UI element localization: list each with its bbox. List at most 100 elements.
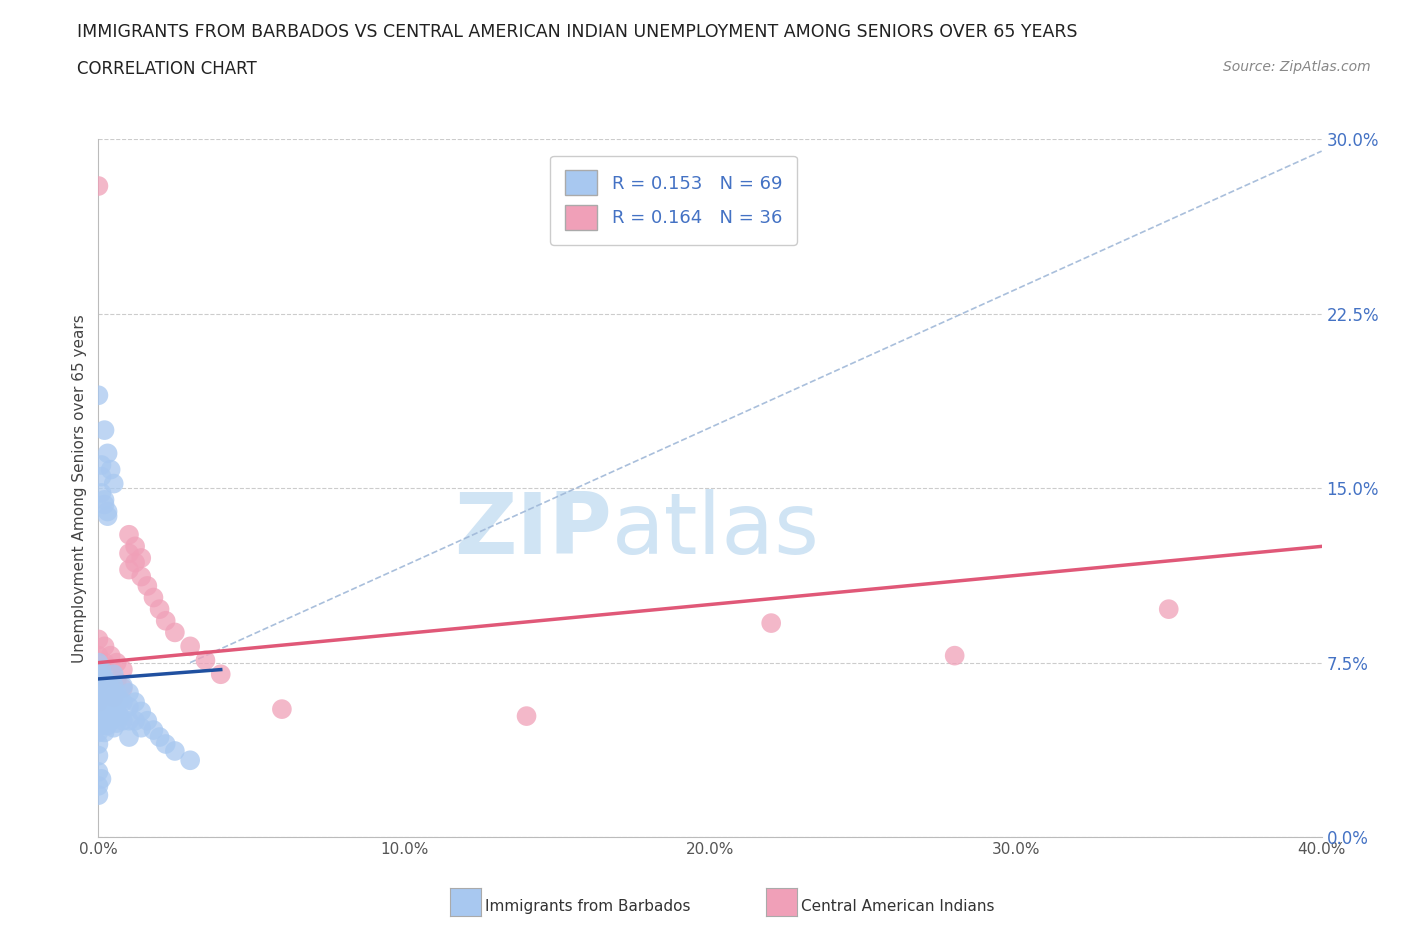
Point bbox=[100, 667, 122, 682]
Point bbox=[97, 445, 120, 460]
Point bbox=[129, 569, 152, 584]
Point bbox=[93, 422, 115, 438]
Point bbox=[87, 679, 110, 694]
Point bbox=[1157, 602, 1180, 617]
Point bbox=[124, 539, 146, 554]
Point bbox=[93, 639, 115, 654]
Text: Source: ZipAtlas.com: Source: ZipAtlas.com bbox=[1223, 60, 1371, 74]
Point bbox=[111, 713, 134, 728]
Point bbox=[93, 671, 115, 686]
Point bbox=[97, 701, 120, 716]
Point bbox=[93, 709, 115, 724]
Point bbox=[97, 504, 120, 519]
Point bbox=[142, 723, 165, 737]
Point bbox=[105, 699, 128, 714]
Point bbox=[87, 655, 110, 670]
Point bbox=[124, 555, 146, 570]
Point bbox=[179, 639, 201, 654]
Point bbox=[103, 690, 125, 705]
Point bbox=[103, 690, 125, 705]
Point bbox=[149, 729, 172, 744]
Point bbox=[124, 695, 146, 710]
Point bbox=[759, 616, 782, 631]
Point bbox=[87, 179, 110, 193]
Point bbox=[87, 388, 110, 403]
Point bbox=[87, 713, 110, 728]
Point bbox=[108, 692, 131, 708]
Point bbox=[118, 546, 141, 561]
Point bbox=[93, 671, 115, 686]
Point bbox=[93, 725, 115, 740]
Point bbox=[87, 748, 110, 763]
Point bbox=[105, 655, 128, 670]
Point bbox=[87, 701, 110, 716]
Text: atlas: atlas bbox=[612, 488, 820, 572]
Legend: R = 0.153   N = 69, R = 0.164   N = 36: R = 0.153 N = 69, R = 0.164 N = 36 bbox=[550, 155, 797, 245]
Point bbox=[129, 704, 152, 719]
Point bbox=[90, 662, 112, 677]
Point bbox=[111, 662, 134, 677]
Point bbox=[118, 699, 141, 714]
Point bbox=[163, 744, 186, 759]
Point bbox=[87, 679, 110, 694]
Text: CORRELATION CHART: CORRELATION CHART bbox=[77, 60, 257, 78]
Point bbox=[194, 653, 217, 668]
Point bbox=[103, 476, 125, 491]
Point bbox=[100, 713, 122, 728]
Point bbox=[124, 713, 146, 728]
Point bbox=[136, 713, 159, 728]
Point bbox=[97, 509, 120, 524]
Point bbox=[108, 709, 131, 724]
Point bbox=[118, 729, 141, 744]
Point bbox=[118, 685, 141, 700]
Point bbox=[90, 701, 112, 716]
Point bbox=[87, 662, 110, 677]
Point bbox=[100, 462, 122, 477]
Point bbox=[118, 527, 141, 542]
Point bbox=[93, 695, 115, 710]
Point bbox=[129, 551, 152, 565]
Point bbox=[105, 673, 128, 688]
Point bbox=[90, 485, 112, 500]
Point bbox=[87, 695, 110, 710]
Point bbox=[87, 725, 110, 740]
Point bbox=[105, 716, 128, 731]
Point bbox=[129, 720, 152, 735]
Point bbox=[93, 498, 115, 512]
Point bbox=[87, 737, 110, 751]
Point bbox=[87, 648, 110, 663]
Point bbox=[103, 720, 125, 735]
Point bbox=[97, 718, 120, 733]
Point bbox=[103, 679, 125, 694]
Point bbox=[93, 683, 115, 698]
Point bbox=[87, 632, 110, 647]
Point bbox=[93, 655, 115, 670]
Point bbox=[90, 772, 112, 787]
Point bbox=[105, 685, 128, 700]
Point bbox=[270, 701, 292, 716]
Point bbox=[100, 698, 122, 712]
Point bbox=[163, 625, 186, 640]
Text: Central American Indians: Central American Indians bbox=[801, 899, 995, 914]
Point bbox=[118, 713, 141, 728]
Point bbox=[90, 469, 112, 484]
Text: ZIP: ZIP bbox=[454, 488, 612, 572]
Point bbox=[90, 458, 112, 472]
Point bbox=[103, 704, 125, 719]
Point bbox=[155, 614, 177, 629]
Point bbox=[149, 602, 172, 617]
Point bbox=[209, 667, 232, 682]
Text: IMMIGRANTS FROM BARBADOS VS CENTRAL AMERICAN INDIAN UNEMPLOYMENT AMONG SENIORS O: IMMIGRANTS FROM BARBADOS VS CENTRAL AMER… bbox=[77, 23, 1078, 41]
Point bbox=[97, 688, 120, 703]
Point bbox=[111, 681, 134, 696]
Point bbox=[118, 562, 141, 577]
Point bbox=[87, 667, 110, 682]
Point bbox=[87, 778, 110, 793]
Point bbox=[111, 679, 134, 694]
Point bbox=[90, 685, 112, 700]
Point bbox=[93, 493, 115, 508]
Point bbox=[100, 648, 122, 663]
Point bbox=[87, 690, 110, 705]
Point bbox=[111, 695, 134, 710]
Point bbox=[103, 667, 125, 682]
